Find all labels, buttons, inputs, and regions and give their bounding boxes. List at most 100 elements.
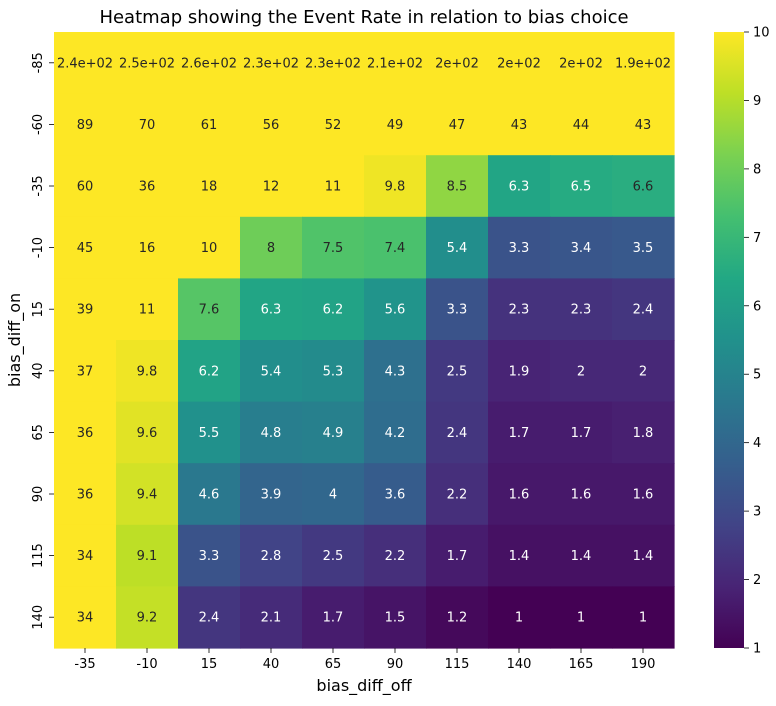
cell-label: 52 (325, 118, 342, 133)
heatmap-cell (116, 586, 179, 649)
y-axis: -85 -60 -35 -10 15 40 65 90 115 140 (31, 52, 54, 630)
cell-label: 60 (77, 180, 94, 195)
heatmap-cell (302, 93, 365, 156)
heatmap-cell (364, 586, 427, 649)
cell-label: 3.4 (571, 241, 592, 256)
heatmap-cell (178, 93, 241, 156)
heatmap-cell (426, 216, 489, 279)
cell-label: 5.4 (261, 364, 282, 379)
cell-label: 4 (329, 488, 337, 503)
heatmap-cell (364, 463, 427, 526)
heatmap-cell (54, 524, 117, 587)
cell-label: 12 (263, 180, 280, 195)
cell-label: 2 (577, 364, 585, 379)
colorbar-ticks: 1 2 3 4 5 6 7 8 9 10 (744, 26, 770, 657)
y-tick-label: 115 (31, 543, 46, 568)
cell-label: 9.2 (137, 611, 158, 626)
cell-label: 2e+02 (559, 56, 603, 71)
heatmap-cell (426, 32, 489, 95)
x-axis: -35 -10 15 40 65 90 115 140 165 190 (74, 648, 655, 672)
heatmap-cell (488, 340, 551, 403)
heatmap-cell (240, 32, 303, 95)
cell-label: 34 (77, 549, 94, 564)
heatmap-cell (178, 278, 241, 341)
cell-label: 9.1 (137, 549, 158, 564)
heatmap-cell (302, 401, 365, 464)
cell-label: 3.6 (385, 488, 406, 503)
cell-label: 3.9 (261, 488, 282, 503)
y-tick-label: 140 (31, 605, 46, 630)
cell-label: 70 (139, 118, 156, 133)
cell-label: 1 (577, 611, 585, 626)
cell-label: 47 (449, 118, 466, 133)
heatmap-cell (116, 340, 179, 403)
heatmap-cell (240, 586, 303, 649)
heatmap-cell (488, 524, 551, 587)
cell-label: 2.1e+02 (367, 56, 423, 71)
heatmap-cell (116, 32, 179, 95)
cell-label: 2.3e+02 (243, 56, 299, 71)
colorbar-tick-label: 7 (753, 231, 761, 246)
cell-label: 9.4 (137, 488, 158, 503)
heatmap-cell (488, 32, 551, 95)
y-tick-label: 65 (31, 424, 46, 441)
chart-title: Heatmap showing the Event Rate in relati… (99, 7, 628, 28)
colorbar-tick-label: 3 (753, 505, 761, 520)
heatmap-cell (612, 340, 675, 403)
heatmap-cell (302, 32, 365, 95)
cell-label: 5.6 (385, 303, 406, 318)
cell-label: 36 (77, 426, 94, 441)
cell-label: 61 (201, 118, 218, 133)
heatmap-cell (178, 463, 241, 526)
y-tick-label: 90 (31, 486, 46, 503)
heatmap-cell (240, 216, 303, 279)
cell-label: 4.2 (385, 426, 406, 441)
heatmap-cell (302, 586, 365, 649)
heatmap-cell (364, 524, 427, 587)
cell-label: 49 (387, 118, 404, 133)
cell-label: 36 (139, 180, 156, 195)
heatmap-cell (612, 216, 675, 279)
cell-label: 2.5 (323, 549, 344, 564)
heatmap-cell (364, 32, 427, 95)
cell-label: 6.5 (571, 180, 592, 195)
heatmap-cell (240, 340, 303, 403)
heatmap-cell (116, 401, 179, 464)
heatmap-cell (54, 586, 117, 649)
colorbar-gradient (714, 32, 744, 648)
heatmap-cell (116, 216, 179, 279)
cell-label: 2.3e+02 (305, 56, 361, 71)
heatmap-cell (364, 93, 427, 156)
x-tick-label: -35 (74, 657, 95, 672)
heatmap-cell (488, 463, 551, 526)
x-tick-label: 190 (631, 657, 656, 672)
colorbar-tick-label: 9 (753, 94, 761, 109)
cell-label: 6.3 (509, 180, 530, 195)
cell-label: 2e+02 (497, 56, 541, 71)
heatmap-cell (612, 463, 675, 526)
cell-label: 2.2 (385, 549, 406, 564)
heatmap-cell (550, 278, 613, 341)
heatmap-cell (612, 278, 675, 341)
heatmap-cell (550, 93, 613, 156)
cell-label: 2.5e+02 (119, 56, 175, 71)
cell-label: 7.5 (323, 241, 344, 256)
cell-label: 6.2 (199, 364, 220, 379)
cell-label: 39 (77, 303, 94, 318)
cell-label: 2e+02 (435, 56, 479, 71)
cell-label: 4.8 (261, 426, 282, 441)
cell-label: 1.8 (633, 426, 654, 441)
colorbar-tick-label: 10 (753, 26, 770, 41)
heatmap-cell (612, 586, 675, 649)
heatmap-cell (364, 155, 427, 218)
cell-label: 5.4 (447, 241, 468, 256)
cell-label: 1.7 (571, 426, 592, 441)
cell-label: 89 (77, 118, 94, 133)
heatmap-cell (426, 278, 489, 341)
heatmap-cell (488, 278, 551, 341)
cell-label: 11 (325, 180, 342, 195)
heatmap-cell (116, 524, 179, 587)
heatmap-cell (178, 216, 241, 279)
cell-label: 7.6 (199, 303, 220, 318)
